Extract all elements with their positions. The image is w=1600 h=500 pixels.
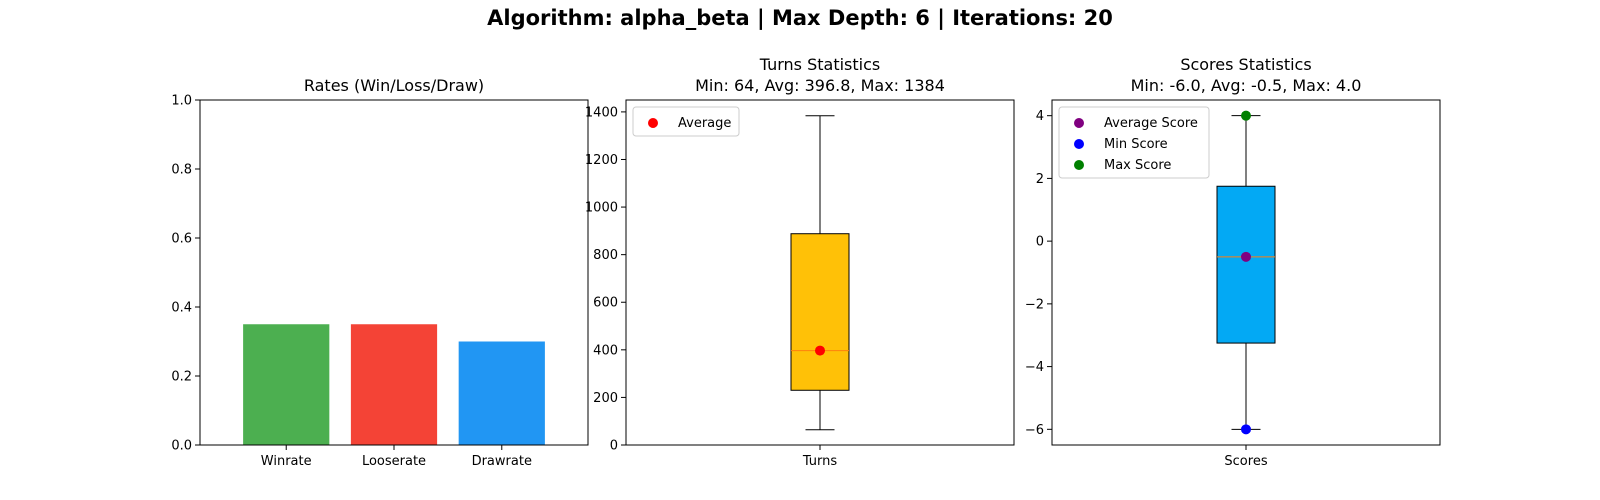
rates-xtick-label: Drawrate <box>472 454 532 469</box>
turns-ytick-label: 1200 <box>585 153 618 168</box>
scores-legend-marker <box>1074 160 1084 170</box>
scores-legend-marker <box>1074 118 1084 128</box>
scores-chart-title-line1: Scores Statistics <box>1180 55 1311 74</box>
scores-legend-label: Max Score <box>1104 158 1171 173</box>
scores-box <box>1216 185 1276 344</box>
rates-ytick-label: 0.4 <box>171 301 192 316</box>
turns-ytick-label: 0 <box>610 439 618 454</box>
turns-ytick-label: 600 <box>593 296 618 311</box>
scores-chart-title-line2: Min: -6.0, Avg: -0.5, Max: 4.0 <box>1131 76 1362 95</box>
turns-ytick-label: 200 <box>593 391 618 406</box>
scores-ytick-label: −6 <box>1025 423 1044 438</box>
scores-legend-label: Average Score <box>1104 116 1198 131</box>
scores-ytick-label: 0 <box>1036 235 1044 250</box>
scores-box-plot: Scores Statistics Min: -6.0, Avg: -0.5, … <box>1025 55 1441 469</box>
rates-ytick-label: 0.6 <box>171 232 192 247</box>
scores-plot-frame <box>1051 99 1441 446</box>
turns-ytick-label: 400 <box>593 343 618 358</box>
rates-bar-looserate <box>350 324 438 445</box>
rates-bar-chart: Rates (Win/Loss/Draw) 0.0 0.2 0.4 0.6 0.8 1.0… <box>171 76 589 469</box>
turns-point-average <box>815 345 825 356</box>
rates-plot-frame <box>199 99 589 446</box>
turns-box <box>790 233 850 391</box>
rates-ytick-label: 1.0 <box>171 94 192 109</box>
figure-suptitle: Algorithm: alpha_beta | Max Depth: 6 | I… <box>487 6 1113 31</box>
turns-legend-label: Average <box>678 116 731 131</box>
turns-chart-title-line2: Min: 64, Avg: 396.8, Max: 1384 <box>695 76 945 95</box>
scores-legend-marker <box>1074 139 1084 149</box>
scores-point-average-score <box>1241 251 1251 262</box>
rates-bar-winrate <box>243 324 330 445</box>
scores-ytick-label: −4 <box>1025 360 1044 375</box>
scores-legend-box <box>1058 106 1210 179</box>
turns-xtick-label: Turns <box>802 454 838 469</box>
turns-ytick-label: 1000 <box>585 201 618 216</box>
turns-ytick-label: 1400 <box>585 105 618 120</box>
rates-bar-drawrate <box>458 341 545 445</box>
rates-xtick-label: Winrate <box>261 454 312 469</box>
rates-chart-title: Rates (Win/Loss/Draw) <box>304 76 484 95</box>
turns-box-plot: Turns Statistics Min: 64, Avg: 396.8, Ma… <box>585 55 1015 469</box>
rates-ytick-label: 0.8 <box>171 163 192 178</box>
turns-plot-frame <box>625 99 1015 446</box>
scores-point-max-score <box>1241 110 1251 121</box>
scores-point-min-score <box>1241 424 1251 435</box>
rates-ytick-label: 0.2 <box>171 370 192 385</box>
scores-ytick-label: 2 <box>1036 172 1044 187</box>
turns-legend-marker <box>648 118 658 128</box>
turns-legend-box <box>632 106 740 137</box>
scores-legend-label: Min Score <box>1104 137 1168 152</box>
scores-ytick-label: 4 <box>1036 109 1044 124</box>
rates-ytick-label: 0.0 <box>171 439 192 454</box>
rates-xtick-label: Looserate <box>362 454 426 469</box>
turns-chart-title-line1: Turns Statistics <box>759 55 880 74</box>
scores-xtick-label: Scores <box>1224 454 1267 469</box>
turns-ytick-label: 800 <box>593 248 618 263</box>
scores-ytick-label: −2 <box>1025 297 1044 312</box>
